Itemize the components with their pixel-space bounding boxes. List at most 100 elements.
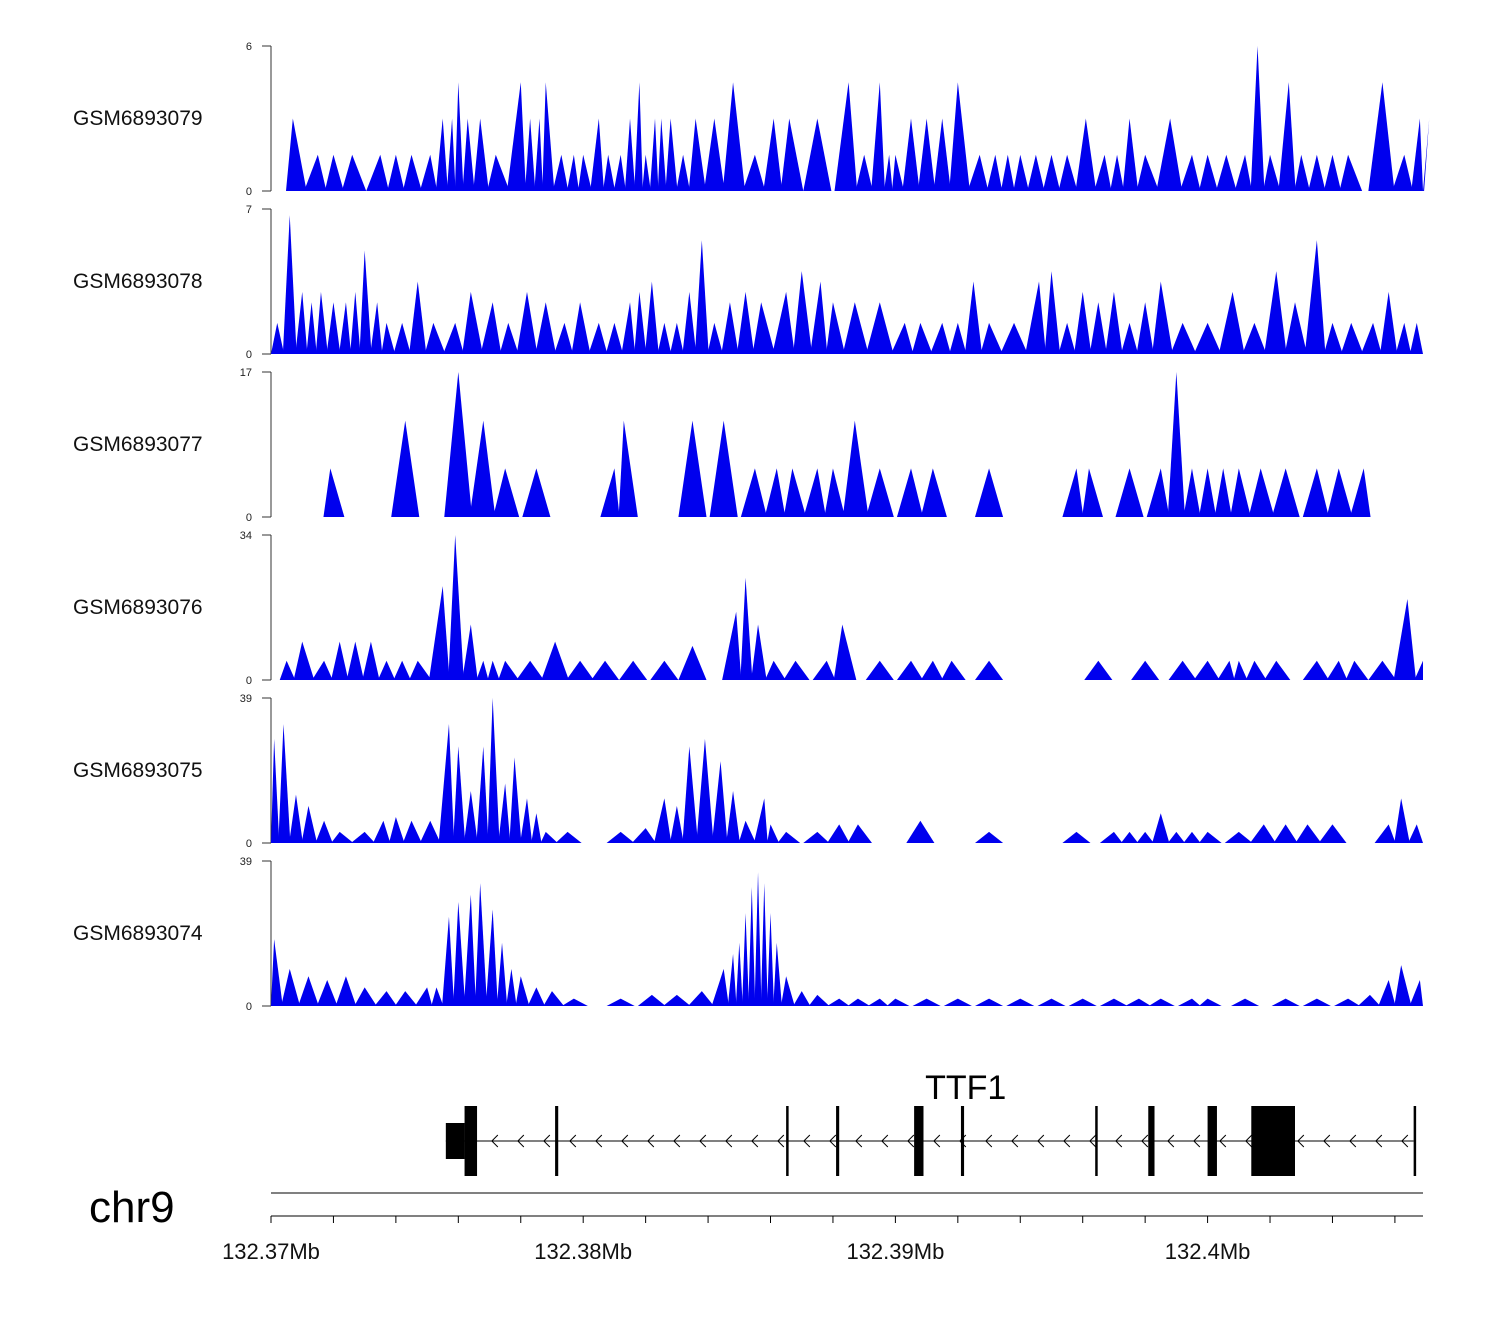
coverage-peak — [842, 420, 869, 517]
coverage-peak — [531, 813, 542, 843]
coverage-peak — [374, 991, 397, 1006]
coverage-peak — [295, 291, 308, 354]
coverage-peak — [1148, 998, 1175, 1006]
coverage-peak — [975, 468, 1004, 517]
coverage-peak — [1152, 813, 1170, 843]
coverage-peak — [424, 322, 446, 354]
coverage-peak — [463, 790, 478, 843]
coverage-peak — [394, 991, 418, 1006]
coverage-peak — [535, 302, 557, 354]
coverage-peak — [475, 883, 488, 1006]
ymin-label: 0 — [246, 349, 252, 361]
coverage-peak — [476, 746, 489, 843]
coverage-peak — [428, 586, 450, 680]
coding-exon — [1207, 1106, 1217, 1176]
strand-arrow — [1115, 1134, 1123, 1148]
coding-exon — [1148, 1106, 1155, 1176]
coverage-peak — [1230, 468, 1251, 517]
coverage-peak — [391, 420, 420, 517]
coverage-peak — [773, 942, 782, 1006]
coverage-peak — [1326, 468, 1353, 517]
coverage-peak — [271, 738, 280, 843]
coverage-peak — [487, 660, 500, 680]
coverage-peak — [678, 645, 707, 680]
coverage-peak — [847, 824, 872, 843]
coverage-peak — [554, 322, 574, 354]
coverage-peak — [1250, 824, 1276, 843]
coverage-peak — [930, 322, 951, 354]
coverage-peak — [453, 746, 466, 843]
coverage-peak — [1302, 998, 1331, 1006]
ymax-label: 6 — [246, 41, 252, 53]
coverage-peak — [1374, 824, 1396, 843]
coverage-peak — [637, 994, 666, 1006]
ymax-label: 17 — [240, 367, 252, 379]
strand-arrow — [1037, 1134, 1045, 1148]
coverage-peak — [1062, 831, 1091, 843]
coverage-peak — [911, 322, 933, 354]
track-label: GSM6893074 — [73, 922, 203, 945]
coverage-peak — [1199, 154, 1218, 191]
coverage-peak — [1115, 468, 1144, 517]
coverage-peak — [941, 660, 966, 680]
coverage-peak — [453, 901, 466, 1006]
coverage-peak — [654, 798, 672, 843]
coverage-peak — [1179, 154, 1201, 191]
coverage-peak — [606, 831, 635, 843]
coverage-peak — [442, 916, 455, 1006]
coverage-peak — [498, 660, 519, 680]
coverage-peak — [1394, 965, 1412, 1006]
coverage-peak — [304, 154, 327, 191]
coverage-peak — [1294, 154, 1310, 191]
coverage-peak — [446, 118, 456, 191]
coverage-peak — [949, 82, 970, 191]
coverage-peak — [1345, 660, 1369, 680]
gene-track: TTF1 — [445, 1069, 1417, 1176]
coverage-peak — [520, 798, 533, 843]
coverage-peak — [1224, 831, 1253, 843]
coverage-peak — [1193, 322, 1222, 354]
coverage-peak — [354, 987, 377, 1006]
coverage-peak — [1395, 322, 1412, 354]
coverage-peak — [389, 816, 405, 843]
coverage-peak — [634, 291, 647, 354]
coverage-peak — [711, 761, 728, 843]
coding-exon — [960, 1106, 965, 1176]
coverage-peak — [1058, 154, 1078, 191]
coverage-peak — [409, 660, 432, 680]
strand-arrow — [1011, 1134, 1019, 1148]
coverage-peak — [487, 154, 510, 191]
coverage-peak — [485, 909, 498, 1006]
coverage-peak — [315, 820, 333, 843]
coverage-peak — [339, 302, 352, 354]
coverage-peak — [542, 82, 555, 191]
coverage-peak — [740, 577, 753, 680]
ymax-label: 7 — [246, 204, 252, 216]
coverage-peak — [1099, 831, 1123, 843]
coverage-peak — [1136, 302, 1154, 354]
coverage-peak — [1368, 660, 1397, 680]
coverage-peak — [1278, 82, 1296, 191]
coverage-peak — [1414, 660, 1423, 680]
coverage-peak — [767, 913, 774, 1006]
coverage-peak — [645, 281, 659, 354]
coverage-peak — [1082, 468, 1103, 517]
coverage-peak — [1393, 598, 1416, 680]
coverage-peak — [663, 994, 691, 1006]
coverage-peak — [566, 660, 594, 680]
strand-arrow — [1089, 1134, 1097, 1148]
coverage-peak — [707, 322, 723, 354]
coverage-peak — [1284, 302, 1308, 354]
coverage-peak — [1248, 468, 1275, 517]
strand-arrow — [725, 1134, 733, 1148]
strand-arrow — [1297, 1134, 1305, 1148]
coverage-peak — [613, 154, 626, 191]
coverage-peak — [326, 302, 341, 354]
coverage-peak — [1074, 291, 1092, 354]
coverage-peak — [1199, 998, 1222, 1006]
coverage-peak — [1199, 831, 1222, 843]
coverage-peak — [1368, 82, 1395, 191]
coverage-peak — [1110, 154, 1124, 191]
coding-exon — [1251, 1106, 1295, 1176]
coverage-peak — [810, 281, 828, 354]
